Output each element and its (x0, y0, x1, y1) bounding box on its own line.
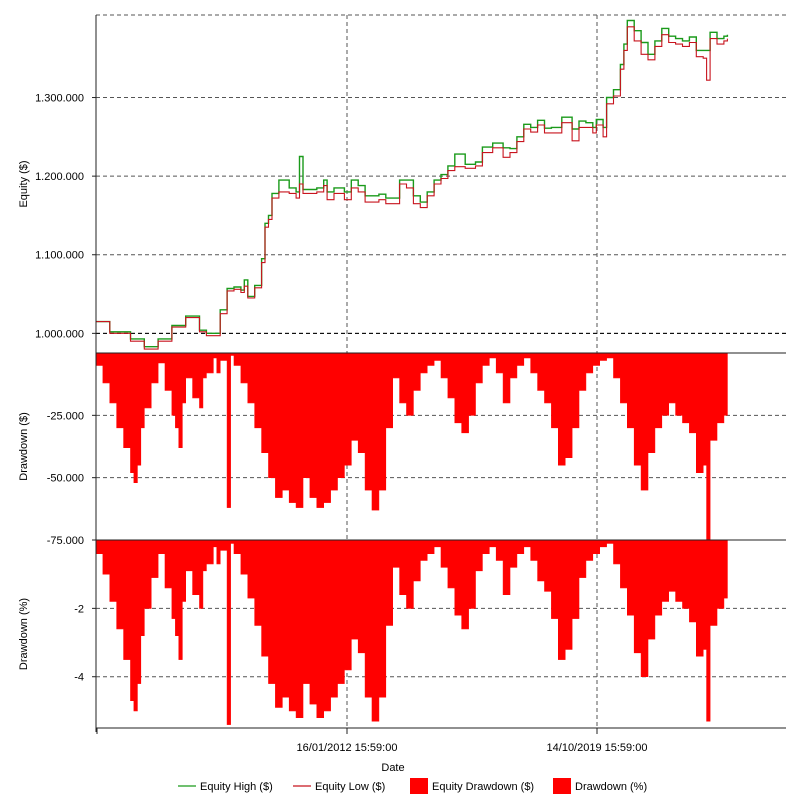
drawdown-usd-y-tick-label: -50.000 (47, 473, 84, 485)
drawdown-pct-y-tick-label: -2 (74, 603, 84, 615)
legend-box-swatch (553, 778, 571, 794)
x-tick-label: 14/10/2019 15:59:00 (547, 742, 648, 754)
x-axis: 16/01/2012 15:59:00 14/10/2019 15:59:00 Da… (95, 15, 786, 774)
equity-y-tick-label: 1.200.000 (35, 171, 84, 183)
legend-label: Equity Drawdown ($) (432, 781, 534, 793)
x-tick-label: 16/01/2012 15:59:00 (297, 742, 398, 754)
legend-label: Equity Low ($) (315, 781, 385, 793)
equity-high-line (96, 19, 729, 348)
equity-y-tick-label: 1.000.000 (35, 328, 84, 340)
drawdown-usd-y-tick-label: -75.000 (47, 535, 84, 547)
drawdown-usd-panel: -25.000 -50.000 -75.000 Drawdown ($) (18, 352, 786, 547)
equity-y-tick-label: 1.100.000 (35, 250, 84, 262)
legend-label: Equity High ($) (200, 781, 273, 793)
equity-y-tick-label: 1.300.000 (35, 93, 84, 105)
x-axis-title: Date (381, 762, 404, 774)
legend: Equity High ($) Equity Low ($) Equity Draw… (178, 778, 647, 794)
legend-label: Drawdown (%) (575, 781, 647, 793)
equity-low-line (96, 26, 728, 350)
drawdown-pct-area (95, 539, 728, 725)
equity-drawdown-area (95, 352, 728, 541)
equity-y-axis-title: Equity ($) (18, 160, 30, 207)
legend-box-swatch (410, 778, 428, 794)
drawdown-usd-y-axis-title: Drawdown ($) (18, 412, 30, 480)
drawdown-pct-panel: -2 -4 Drawdown (%) (18, 539, 786, 728)
drawdown-pct-y-tick-label: -4 (74, 672, 84, 684)
equity-panel: 1.000.000 1.100.000 1.200.000 1.300.000 Equi… (18, 14, 786, 353)
drawdown-usd-y-tick-label: -25.000 (47, 410, 84, 422)
drawdown-pct-y-axis-title: Drawdown (%) (18, 598, 30, 670)
